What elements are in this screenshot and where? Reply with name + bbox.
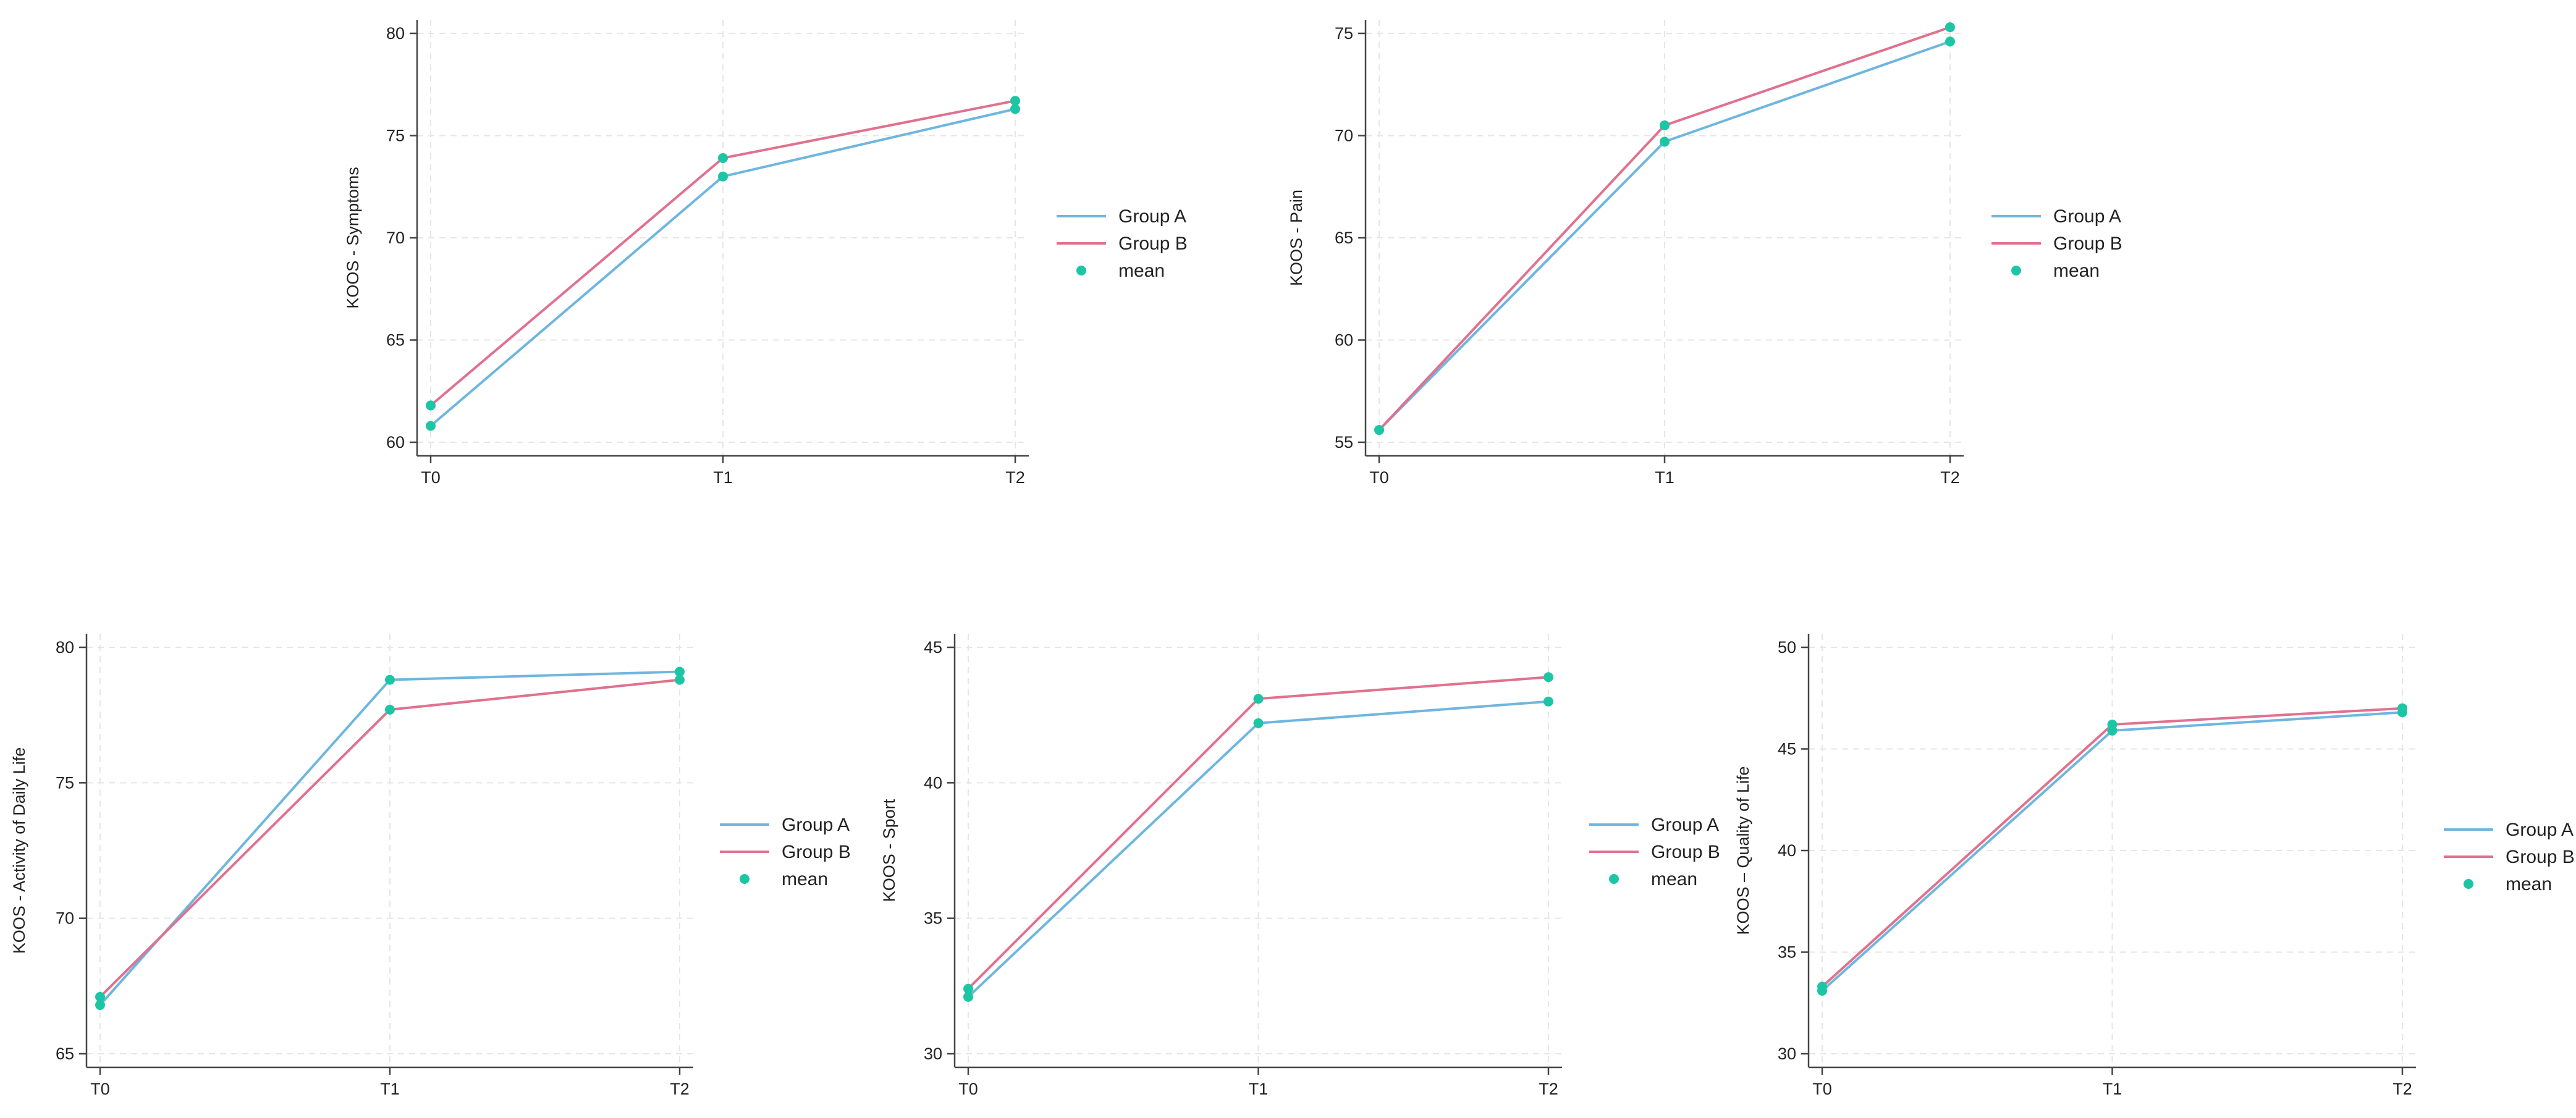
quality-of-life-mean-point-group-b-T1 bbox=[2107, 720, 2118, 730]
symptoms-y-tick-label: 65 bbox=[386, 331, 405, 350]
activity-daily-life-x-tick-label: T1 bbox=[380, 1080, 400, 1098]
pain-mean-point-group-b-T1 bbox=[1660, 120, 1670, 130]
symptoms-mean-point-group-a-T0 bbox=[426, 421, 436, 431]
pain-mean-point-group-b-T2 bbox=[1945, 22, 1955, 33]
activity-daily-life-legend-label: Group A bbox=[782, 815, 850, 835]
pain-y-tick-label: 70 bbox=[1335, 127, 1353, 145]
pain-mean-point-group-a-T2 bbox=[1945, 36, 1955, 47]
quality-of-life-y-tick-label: 40 bbox=[1778, 841, 1796, 860]
quality-of-life-legend-label: mean bbox=[2506, 874, 2552, 894]
activity-daily-life-mean-point-group-b-T0 bbox=[95, 991, 105, 1002]
quality-of-life-legend-key-mean bbox=[2464, 879, 2473, 889]
quality-of-life-legend-label: Group B bbox=[2506, 847, 2575, 867]
panel-pain: 55 60 65 70 75 T0 T1 T2 KOOS - Pain Group A Group … bbox=[1287, 20, 2122, 487]
activity-daily-life-x-tick-label: T0 bbox=[90, 1080, 110, 1098]
quality-of-life-x-tick-label: T2 bbox=[2392, 1080, 2412, 1098]
quality-of-life-y-axis-title: KOOS – Quality of Life bbox=[1734, 766, 1752, 935]
activity-daily-life-legend-key-mean bbox=[740, 874, 750, 884]
sport-mean-point-group-b-T0 bbox=[963, 983, 973, 994]
sport-y-tick-label: 35 bbox=[924, 909, 942, 928]
symptoms-mean-point-group-b-T2 bbox=[1010, 96, 1020, 106]
symptoms-y-tick-label: 75 bbox=[386, 127, 405, 145]
symptoms-legend-label: mean bbox=[1118, 261, 1165, 281]
activity-daily-life-y-tick-label: 80 bbox=[56, 638, 74, 657]
pain-x-tick-label: T2 bbox=[1940, 468, 1960, 487]
quality-of-life-y-tick-label: 50 bbox=[1778, 638, 1796, 657]
pain-mean-point-group-a-T1 bbox=[1660, 137, 1670, 147]
pain-mean-point-group-b-T0 bbox=[1374, 425, 1384, 435]
pain-legend-label: mean bbox=[2053, 261, 2100, 281]
pain-x-tick-label: T1 bbox=[1655, 468, 1674, 487]
quality-of-life-mean-point-group-b-T2 bbox=[2397, 703, 2407, 713]
pain-y-tick-label: 75 bbox=[1335, 24, 1353, 43]
pain-y-axis-title: KOOS - Pain bbox=[1287, 190, 1306, 286]
panel-quality-of-life: 30 35 40 45 50 T0 T1 T2 KOOS – Quality of Life Gr… bbox=[1734, 634, 2575, 1098]
sport-x-tick-label: T0 bbox=[958, 1080, 978, 1098]
quality-of-life-legend-label: Group A bbox=[2506, 820, 2574, 840]
symptoms-mean-point-group-a-T2 bbox=[1010, 104, 1020, 114]
panel-sport: 30 35 40 45 T0 T1 T2 KOOS - Sport Group A Group B… bbox=[880, 634, 1720, 1098]
sport-y-axis-title: KOOS - Sport bbox=[880, 799, 898, 902]
sport-legend-label: Group B bbox=[1651, 842, 1720, 862]
pain-y-tick-label: 60 bbox=[1335, 331, 1353, 350]
symptoms-x-tick-label: T0 bbox=[421, 468, 441, 487]
symptoms-legend-label: Group B bbox=[1118, 233, 1188, 254]
activity-daily-life-legend-label: mean bbox=[782, 869, 828, 889]
activity-daily-life-mean-point-group-a-T0 bbox=[95, 1000, 105, 1011]
sport-y-tick-label: 40 bbox=[924, 773, 942, 792]
symptoms-y-axis-title: KOOS - Symptoms bbox=[344, 167, 362, 309]
sport-legend-label: mean bbox=[1651, 869, 1697, 889]
activity-daily-life-legend-label: Group B bbox=[782, 842, 851, 862]
symptoms-y-tick-label: 70 bbox=[386, 229, 405, 247]
sport-x-tick-label: T1 bbox=[1249, 1080, 1269, 1098]
symptoms-mean-point-group-b-T0 bbox=[426, 400, 436, 411]
sport-mean-point-group-a-T2 bbox=[1543, 696, 1553, 707]
quality-of-life-mean-point-group-b-T0 bbox=[1817, 981, 1827, 992]
pain-y-tick-label: 55 bbox=[1335, 433, 1353, 452]
panel-symptoms: 60 65 70 75 80 T0 T1 T2 KOOS - Symptoms Group A Gr… bbox=[344, 20, 1188, 487]
sport-mean-point-group-b-T1 bbox=[1253, 694, 1264, 704]
activity-daily-life-y-axis-title: KOOS - Activity of Daily Life bbox=[10, 747, 28, 954]
sport-x-tick-label: T2 bbox=[1539, 1080, 1558, 1098]
activity-daily-life-x-tick-label: T2 bbox=[670, 1080, 690, 1098]
quality-of-life-y-tick-label: 30 bbox=[1778, 1044, 1796, 1063]
symptoms-y-tick-label: 60 bbox=[386, 433, 405, 452]
sport-legend-key-mean bbox=[1609, 874, 1619, 884]
activity-daily-life-y-tick-label: 75 bbox=[56, 773, 74, 792]
pain-x-tick-label: T0 bbox=[1369, 468, 1389, 487]
sport-mean-point-group-a-T1 bbox=[1253, 718, 1264, 728]
pain-legend-key-mean bbox=[2011, 266, 2021, 275]
symptoms-x-tick-label: T1 bbox=[713, 468, 733, 487]
symptoms-mean-point-group-a-T1 bbox=[718, 171, 728, 182]
sport-mean-point-group-a-T0 bbox=[963, 991, 973, 1002]
sport-legend-label: Group A bbox=[1651, 815, 1719, 835]
symptoms-mean-point-group-b-T1 bbox=[718, 153, 728, 163]
symptoms-x-tick-label: T2 bbox=[1005, 468, 1025, 487]
activity-daily-life-mean-point-group-b-T2 bbox=[675, 675, 685, 685]
activity-daily-life-y-tick-label: 65 bbox=[56, 1044, 74, 1063]
activity-daily-life-y-tick-label: 70 bbox=[56, 909, 74, 928]
quality-of-life-x-tick-label: T0 bbox=[1812, 1080, 1832, 1098]
symptoms-legend-label: Group A bbox=[1118, 206, 1186, 227]
sport-mean-point-group-b-T2 bbox=[1543, 672, 1553, 683]
panel-activity-daily-life: 65 70 75 80 T0 T1 T2 KOOS - Activity of Daily L… bbox=[10, 634, 851, 1098]
activity-daily-life-mean-point-group-a-T2 bbox=[675, 666, 685, 677]
activity-daily-life-mean-point-group-b-T1 bbox=[385, 704, 395, 715]
quality-of-life-x-tick-label: T1 bbox=[2103, 1080, 2122, 1098]
pain-legend-label: Group A bbox=[2053, 206, 2121, 227]
sport-y-tick-label: 30 bbox=[924, 1044, 942, 1063]
pain-y-tick-label: 65 bbox=[1335, 229, 1353, 247]
pain-legend-label: Group B bbox=[2053, 233, 2122, 254]
quality-of-life-y-tick-label: 35 bbox=[1778, 943, 1796, 962]
activity-daily-life-mean-point-group-a-T1 bbox=[385, 675, 395, 685]
sport-y-tick-label: 45 bbox=[924, 638, 942, 657]
symptoms-legend-key-mean bbox=[1076, 266, 1086, 275]
quality-of-life-y-tick-label: 45 bbox=[1778, 740, 1796, 759]
symptoms-y-tick-label: 80 bbox=[386, 24, 405, 43]
